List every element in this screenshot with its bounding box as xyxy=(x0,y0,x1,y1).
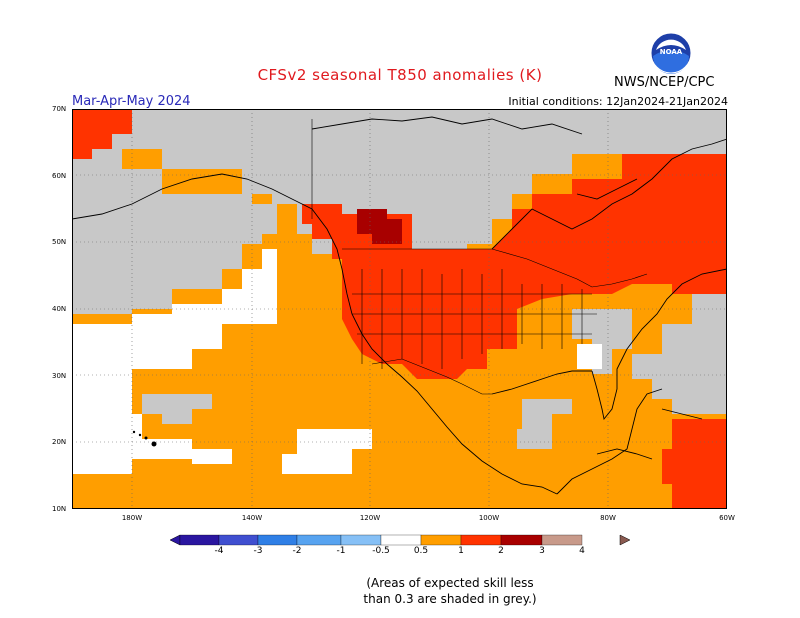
grey-region-west xyxy=(72,129,277,314)
darkred-anomaly xyxy=(357,209,402,244)
colorbar-segment xyxy=(340,534,382,546)
colorbar-label: -3 xyxy=(253,546,263,556)
colorbar-end-left xyxy=(170,534,181,546)
colorbar-segment xyxy=(460,534,502,546)
lon-label: 60W xyxy=(719,514,735,522)
colorbar-segment xyxy=(541,534,583,546)
graticule xyxy=(72,109,727,509)
lat-label: 50N xyxy=(52,238,67,246)
lon-label: 120W xyxy=(359,514,381,522)
colorbar-label: 2 xyxy=(498,546,504,556)
colorbar-end-right xyxy=(619,534,630,546)
lat-label: 10N xyxy=(52,505,67,513)
lat-label: 20N xyxy=(52,438,67,446)
colorbar-label: -0.5 xyxy=(372,546,390,556)
initial-conditions-label: Initial conditions: 12Jan2024-21Jan2024 xyxy=(508,95,728,108)
map-frame xyxy=(72,109,727,509)
colorbar-label: -4 xyxy=(214,546,224,556)
red-anomaly-western-us xyxy=(342,154,727,379)
grey-region-atlantic xyxy=(632,294,727,414)
white-region-east-pacific xyxy=(282,429,372,474)
colorbar-label: 3 xyxy=(539,546,545,556)
red-anomaly-alaska xyxy=(72,109,132,159)
lat-label: 60N xyxy=(52,172,67,180)
map-title: CFSv2 seasonal T850 anomalies (K) xyxy=(257,66,543,84)
lon-label: 80W xyxy=(600,514,616,522)
anomaly-map xyxy=(72,109,727,509)
coastlines xyxy=(72,116,727,495)
noaa-logo-icon: NOAA xyxy=(650,32,692,74)
colorbar-segment xyxy=(218,534,259,546)
colorbar-segment xyxy=(500,534,543,546)
colorbar-label: 4 xyxy=(579,546,585,556)
white-region-pacific-north xyxy=(72,249,277,369)
white-region-southeast-us xyxy=(577,344,602,369)
grey-region-pacific xyxy=(142,394,212,424)
colorbar-segment xyxy=(179,534,220,546)
lat-label: 30N xyxy=(52,372,67,380)
lat-label: 40N xyxy=(52,305,67,313)
lon-label: 180W xyxy=(121,514,143,522)
hawaii-islands xyxy=(132,430,157,447)
political-boundaries xyxy=(311,119,648,395)
colorbar-label: 0.5 xyxy=(413,546,429,556)
lon-label: 100W xyxy=(478,514,500,522)
grey-region-southeast xyxy=(572,309,632,374)
grey-region-north xyxy=(72,109,727,269)
colorbar-label: -1 xyxy=(336,546,346,556)
lat-label: 70N xyxy=(52,105,67,113)
colorbar xyxy=(170,534,630,546)
colorbar-segment xyxy=(380,534,422,546)
colorbar-label: 1 xyxy=(458,546,464,556)
lon-label: 140W xyxy=(241,514,263,522)
colorbar-segment xyxy=(420,534,462,546)
white-region-hawaii xyxy=(192,449,232,464)
agency-label: NWS/NCEP/CPC xyxy=(614,75,715,90)
season-label: Mar-Apr-May 2024 xyxy=(72,94,191,109)
colorbar-segment xyxy=(257,534,298,546)
colorbar-segment xyxy=(296,534,342,546)
skill-footnote: (Areas of expected skill less than 0.3 a… xyxy=(363,576,537,606)
red-anomaly-caribbean xyxy=(662,419,727,509)
colorbar-label: -2 xyxy=(292,546,302,556)
grey-region-caribbean xyxy=(517,399,572,449)
logo-text: NOAA xyxy=(660,48,683,56)
